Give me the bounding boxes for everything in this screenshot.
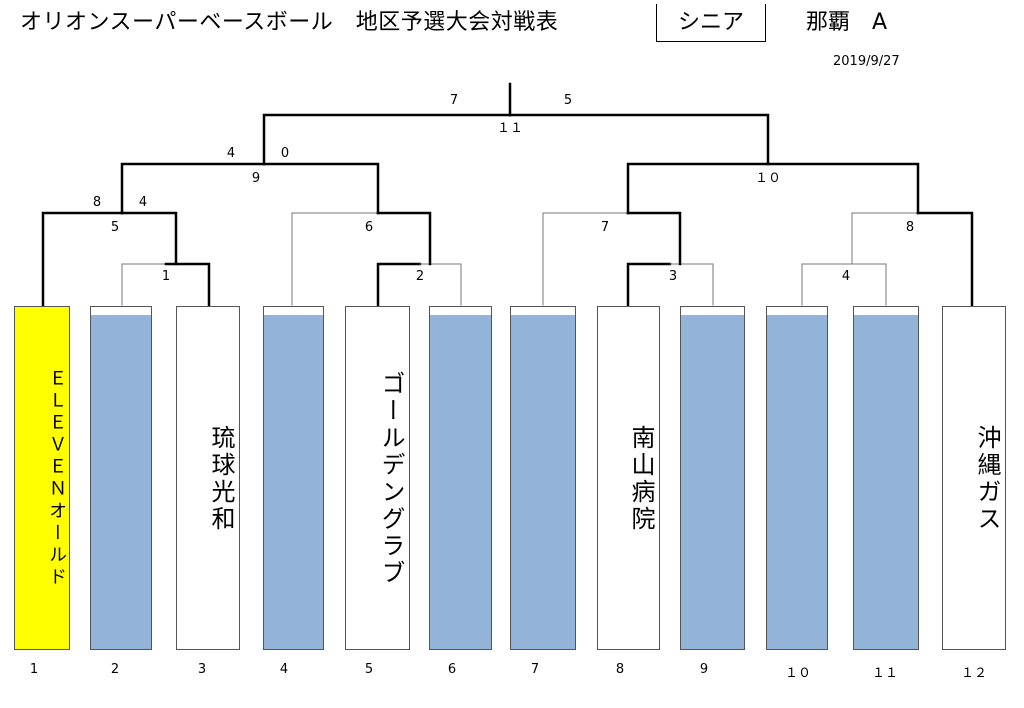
position-label-2: 2: [110, 662, 120, 677]
team-slot-10: [766, 306, 828, 650]
position-label-9: 9: [699, 662, 709, 677]
empty-slot-fill: [767, 315, 827, 649]
team-slot-5: ゴールデングラブ: [345, 306, 410, 650]
team-slot-3: 琉球光和: [176, 306, 240, 650]
score-m5-left: 8: [93, 195, 101, 210]
bracket-line-m3-right: [669, 263, 714, 306]
team-name: ゴールデングラブ: [377, 371, 405, 587]
score-m9-right: 0: [281, 146, 289, 161]
team-slot-2: [90, 306, 152, 650]
team-name: ＥＬＥＶＥＮオールド: [46, 369, 67, 589]
position-label-3: 3: [197, 662, 207, 677]
match-label-m7: 7: [601, 220, 609, 235]
bracket-line-m1-right: [164, 262, 211, 307]
empty-slot-fill: [854, 315, 918, 649]
empty-slot-fill: [681, 315, 744, 649]
bracket-line-m6-right: [376, 211, 432, 266]
team-slot-6: [429, 306, 492, 650]
score-m11-right: 5: [564, 93, 572, 108]
score-m5-right: 4: [139, 195, 147, 210]
match-label-m1: 1: [162, 269, 170, 284]
region-label: 那覇 A: [806, 10, 888, 35]
match-label-m4: 4: [842, 269, 850, 284]
match-label-m10: １０: [755, 171, 781, 186]
team-slot-11: [853, 306, 919, 650]
bracket-line-m9-right: [262, 162, 380, 215]
position-label-11: １１: [871, 666, 898, 681]
team-slot-4: [263, 306, 324, 650]
position-label-12: １２: [960, 666, 987, 681]
position-label-8: 8: [615, 662, 625, 677]
bracket-line-m8-left: [851, 212, 919, 265]
bracket-line-m1-left: [121, 263, 167, 306]
tournament-title: オリオンスーパーベースボール 地区予選大会対戦表: [20, 10, 559, 35]
bracket-line-m6-left: [291, 212, 379, 306]
team-slot-9: [680, 306, 745, 650]
empty-slot-fill: [430, 315, 491, 649]
match-label-m6: 6: [365, 220, 373, 235]
team-name: 沖縄ガス: [973, 425, 1001, 533]
bracket-line-m10: [626, 162, 920, 215]
bracket-line-m4: [801, 263, 887, 306]
bracket-line-m11-right: [508, 113, 770, 166]
empty-slot-fill: [511, 315, 575, 649]
team-slot-7: [510, 306, 576, 650]
position-label-1: 1: [29, 662, 39, 677]
bracket-line-m7-right: [626, 211, 682, 266]
bracket-line-m8-right: [916, 211, 974, 307]
team-slot-8: 南山病院: [597, 306, 660, 650]
bracket-line-m9-left: [120, 162, 266, 215]
match-label-m3: 3: [669, 269, 677, 284]
bracket-line-m5-right: [120, 211, 178, 266]
bracket-line-m11-left: [262, 113, 512, 166]
team-slot-12: 沖縄ガス: [942, 306, 1006, 650]
bracket-line-m2-right: [419, 263, 462, 306]
team-name: 琉球光和: [207, 425, 235, 533]
position-label-5: 5: [364, 662, 374, 677]
match-label-m9: 9: [252, 171, 260, 186]
bracket-line-m3-left: [626, 262, 672, 307]
match-label-m11: １１: [497, 121, 523, 136]
position-label-4: 4: [279, 662, 289, 677]
empty-slot-fill: [264, 315, 323, 649]
date-label: 2019/9/27: [833, 54, 900, 69]
empty-slot-fill: [91, 315, 151, 649]
bracket-line-m7-left: [542, 212, 629, 306]
division-box: シニア: [656, 4, 766, 42]
position-label-7: 7: [530, 662, 540, 677]
position-label-6: 6: [447, 662, 457, 677]
position-label-10: １０: [784, 666, 811, 681]
bracket-line-m2-left: [376, 262, 422, 307]
match-label-m2: 2: [416, 269, 424, 284]
match-label-m8: 8: [906, 220, 914, 235]
bracket-line-m5-left: [41, 211, 124, 307]
team-slot-1: ＥＬＥＶＥＮオールド: [14, 306, 70, 650]
match-label-m5: 5: [111, 220, 119, 235]
score-m11-left: 7: [450, 93, 458, 108]
team-name: 南山病院: [627, 425, 655, 533]
score-m9-left: 4: [227, 146, 235, 161]
